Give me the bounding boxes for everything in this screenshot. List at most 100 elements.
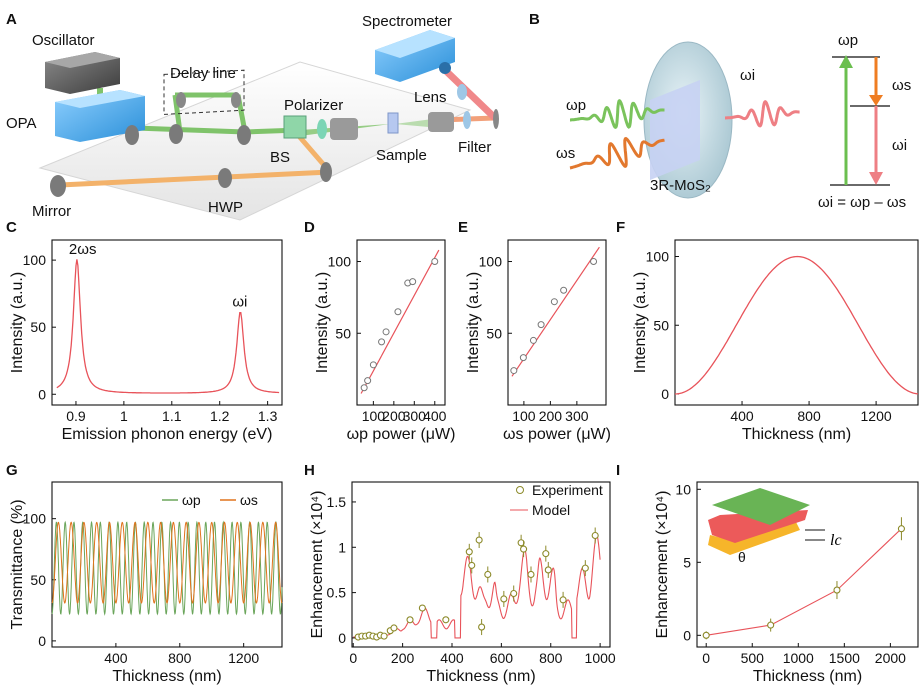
i-ytick-label: 0 [683,627,691,643]
f-xlabel: Thickness (nm) [742,426,851,443]
g-ylabel: Transmittance (%) [9,499,26,629]
h-experiment-point [442,616,450,624]
i-data-point [897,525,905,533]
scheme-omega-s: ωs [556,145,575,162]
h-experiment-point [406,616,414,624]
panel-c: 0.9 1 1.1 1.2 1.3 0 50 100 Emission phonon energ… [9,239,283,443]
d-data-point [360,384,368,392]
i-xlabel: Thickness (nm) [753,668,862,685]
label-oscillator: Oscillator [32,32,95,49]
h-legend-model: Model [532,502,570,518]
label-bs: BS [270,149,290,166]
e-xtick-label: 200 [539,408,563,424]
label-spectrometer: Spectrometer [362,13,452,30]
panel-label-g: G [6,462,18,479]
level-omega-i: ωi [892,137,907,154]
d-axes-frame [356,239,446,406]
c-spectrum-line [56,259,280,394]
c-xtick-label: 0.9 [66,408,86,424]
scheme-diagram: ωp ωs ωi 3R-MoS₂ ωp ωs ωi ωi = ωp – ωs [556,32,911,211]
c-xtick-label: 1.3 [258,408,278,424]
h-experiment-point [465,548,473,556]
panel-label-c: C [6,219,17,236]
d-ylabel: Intensity (a.u.) [314,272,331,373]
c-ytick-label: 0 [38,386,46,402]
h-ytick-label: 1.5 [327,494,347,510]
h-ytick-label: 1 [338,539,346,555]
d-xtick-label: 100 [362,408,386,424]
e-fit-line [511,246,600,377]
omega-p-wave [570,99,665,129]
h-ytick-label: 0.5 [327,585,347,601]
i-ytick-label: 10 [675,481,691,497]
d-ytick-label: 100 [328,254,352,270]
d-xtick-label: 300 [403,408,427,424]
panel-f: 400 800 1200 0 50 100 Thickness (nm) Intensity … [632,239,919,443]
omega-s-wave [569,136,665,170]
h-experiment-point [527,570,535,579]
d-data-point [409,278,417,286]
h-axes-frame [351,481,611,648]
setup-diagram: Oscillator OPA Delay line Polarizer Spec… [6,13,499,221]
mos2-flake [650,80,700,180]
label-mirror: Mirror [32,203,71,220]
g-xlabel: Thickness (nm) [112,668,221,685]
label-polarizer: Polarizer [284,97,343,114]
c-ytick-label: 100 [23,252,47,268]
frequency-equation: ωi = ωp – ωs [818,194,906,211]
i-inset-stack: lc θ [708,488,842,565]
i-theta-label: θ [738,549,746,565]
i-xtick-label: 1500 [829,650,860,666]
label-delay-line: Delay line [170,65,236,82]
c-axes-frame [51,239,283,406]
d-data-point [394,308,402,316]
e-data-point [537,321,545,329]
e-ytick-label: 50 [486,325,502,341]
f-xtick-label: 400 [730,408,754,424]
f-ytick-label: 100 [646,249,670,265]
c-ylabel: Intensity (a.u.) [9,272,26,373]
h-experiment-point [478,623,486,631]
i-ylabel: Enhancement (×10⁴) [654,491,671,639]
f-axes-frame [674,239,919,406]
e-data-point [550,298,558,306]
h-xtick-label: 200 [391,650,415,666]
i-layer-green [712,488,810,525]
sample-plate [387,112,399,134]
e-data-point [519,354,527,362]
h-xtick-label: 1000 [585,650,616,666]
e-data-point [590,258,598,266]
spectrometer-box [375,30,455,82]
h-experiment-point [542,550,550,558]
optics [50,84,499,197]
objective-2 [428,112,454,132]
d-data-point [378,338,386,346]
scheme-sample-label: 3R-MoS₂ [650,177,711,194]
panel-label-i: I [616,462,620,479]
oscillator-box [45,52,120,94]
h-experiment-point [559,596,567,604]
hwp-element [218,168,232,188]
delay-line-box [163,69,245,115]
d-xtick-label: 400 [423,408,447,424]
panel-label-h: H [304,462,315,479]
h-experiment-point [468,561,476,569]
g-xtick-label: 1200 [228,650,259,666]
d-data-point [364,377,372,385]
f-xtick-label: 1200 [861,408,892,424]
e-xtick-label: 300 [565,408,589,424]
c-peak-label: 2ωs [69,241,97,258]
h-experiment-point [390,624,398,632]
i-lc-label: lc [830,532,842,549]
h-experiment-point [500,595,508,603]
h-experiment-point [544,566,552,574]
e-ylabel: Intensity (a.u.) [465,272,482,373]
panel-g: 400 800 1200 0 50 100 Thickness (nm) Transmitta… [9,481,283,685]
h-experiment-point [520,545,528,553]
panel-label-b: B [529,11,540,28]
h-experiment-point [418,604,426,612]
panel-h: 0 200 400 600 800 1000 0 0.5 1 1.5 Thickness (nm) E… [309,481,616,685]
h-model-line [353,534,601,639]
